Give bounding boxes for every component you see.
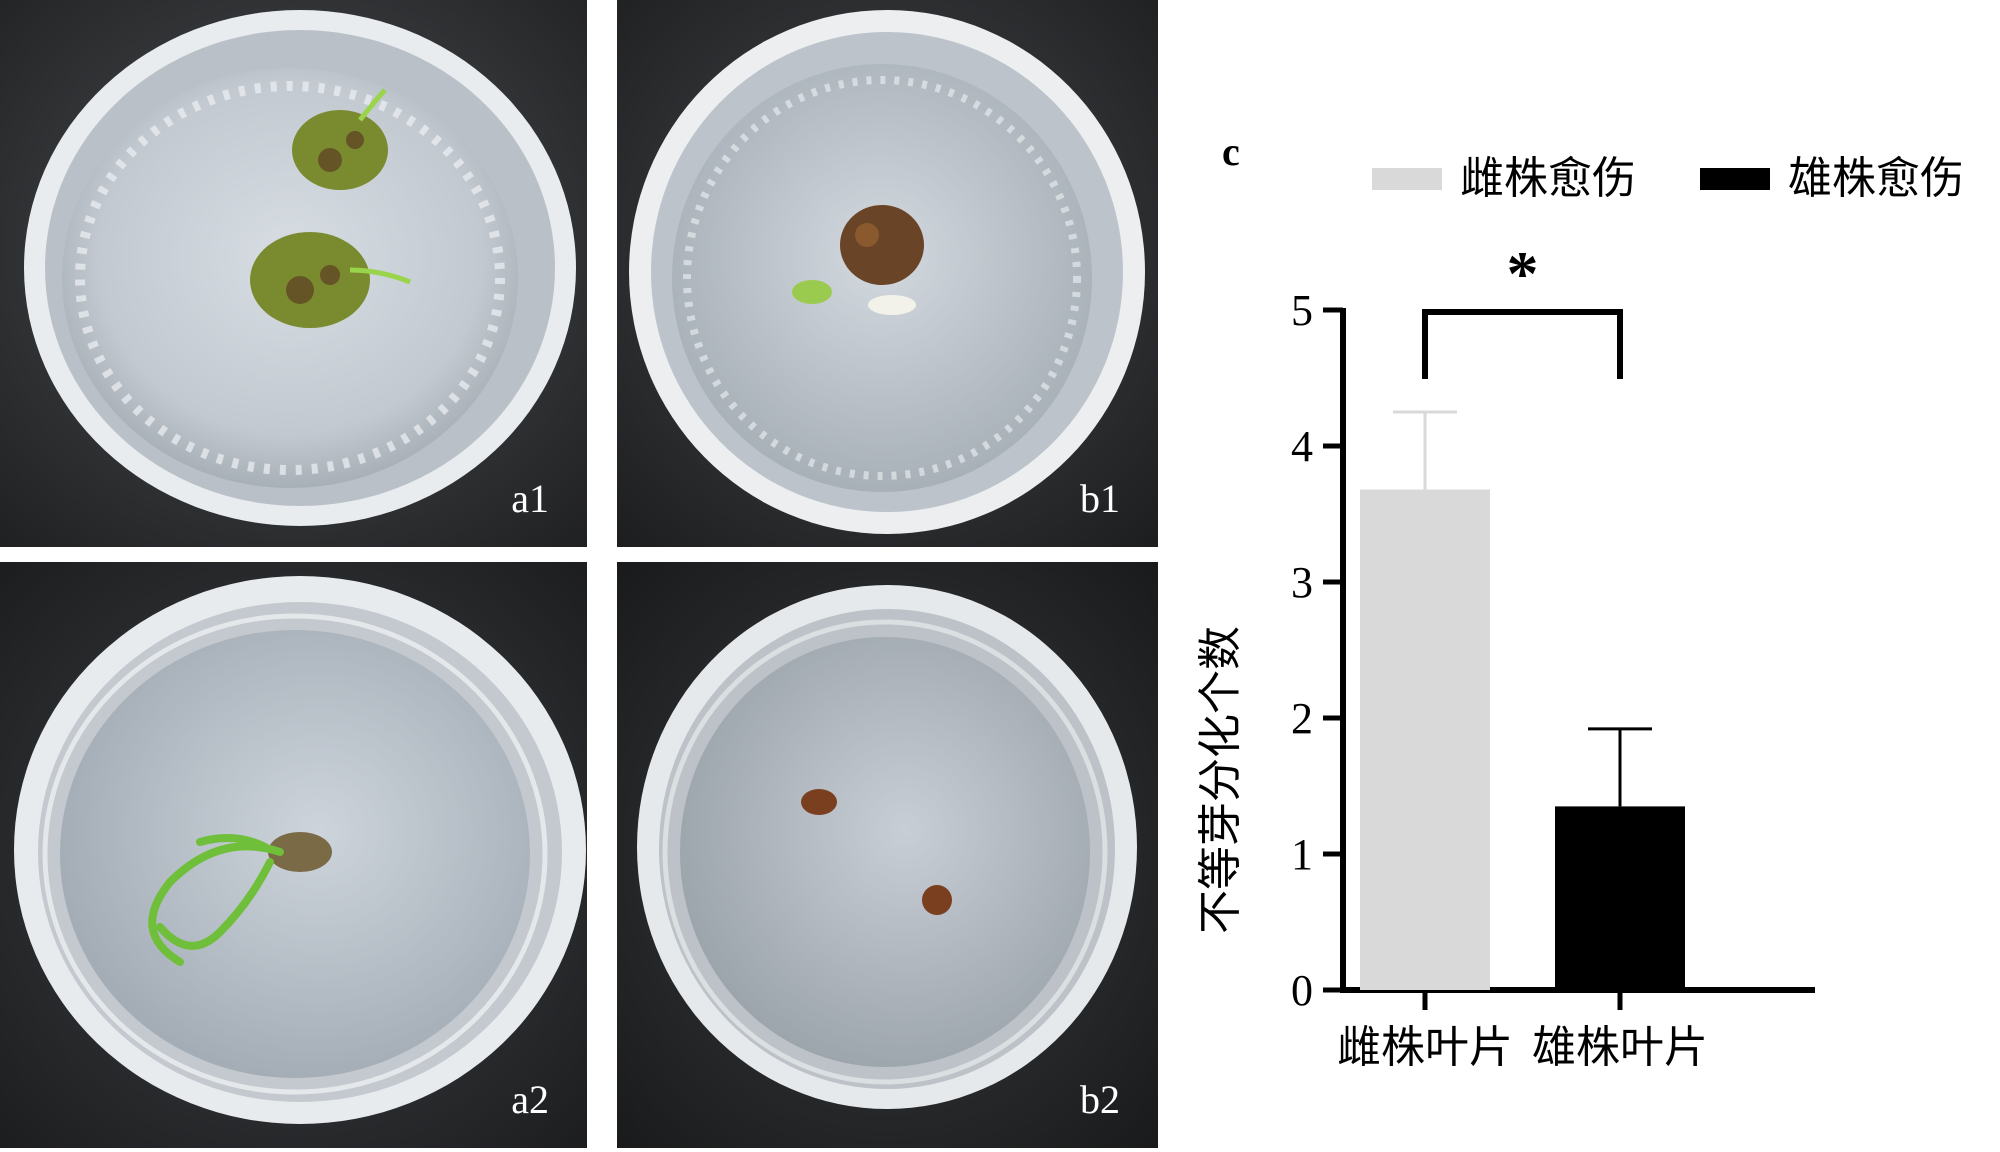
- y-tick-label: 5: [1291, 286, 1313, 335]
- x-tick-label: 雌株叶片: [1337, 1022, 1513, 1073]
- photo-panel-b1: b1: [617, 0, 1158, 547]
- bar-1: [1360, 489, 1490, 990]
- chart-panel-c: c 雌株愈伤 雄株愈伤 0 1 2 3 4 5 不等芽分化个数雌株叶片 雄株叶片 *: [1170, 120, 2000, 1148]
- legend-label-1: 雌株愈伤: [1460, 153, 1636, 204]
- y-tick-label: 0: [1291, 966, 1313, 1015]
- panel-label-b1: b1: [1080, 476, 1120, 521]
- y-tick-label: 1: [1291, 830, 1313, 879]
- y-axis-label: 不等芽分化个数: [1195, 626, 1246, 934]
- significance-bracket: [1422, 309, 1623, 379]
- chart-panel-label: c: [1222, 129, 1240, 174]
- photo-panel-a1: a1: [0, 0, 587, 547]
- photo-panel-b2: b2: [617, 562, 1158, 1148]
- legend-label-2: 雄株愈伤: [1788, 153, 1964, 204]
- petri-dish-image-a1: [0, 0, 587, 547]
- petri-dish-image-b2: [617, 562, 1158, 1148]
- panel-label-b2: b2: [1080, 1077, 1120, 1122]
- panel-label-a2: a2: [511, 1077, 549, 1122]
- panel-label-a1: a1: [511, 476, 549, 521]
- petri-dish-image-a2: [0, 562, 587, 1148]
- significance-marker: *: [1507, 238, 1539, 309]
- y-tick-label: 4: [1291, 422, 1313, 471]
- y-tick-label: 2: [1291, 694, 1313, 743]
- bar-2: [1555, 806, 1685, 990]
- petri-dish-image-b1: [617, 0, 1158, 547]
- y-tick-label: 3: [1291, 558, 1313, 607]
- photo-panel-a2: a2: [0, 562, 587, 1148]
- legend-swatch-2: [1700, 168, 1770, 190]
- legend-swatch-1: [1372, 168, 1442, 190]
- x-tick-label: 雄株叶片: [1532, 1022, 1708, 1073]
